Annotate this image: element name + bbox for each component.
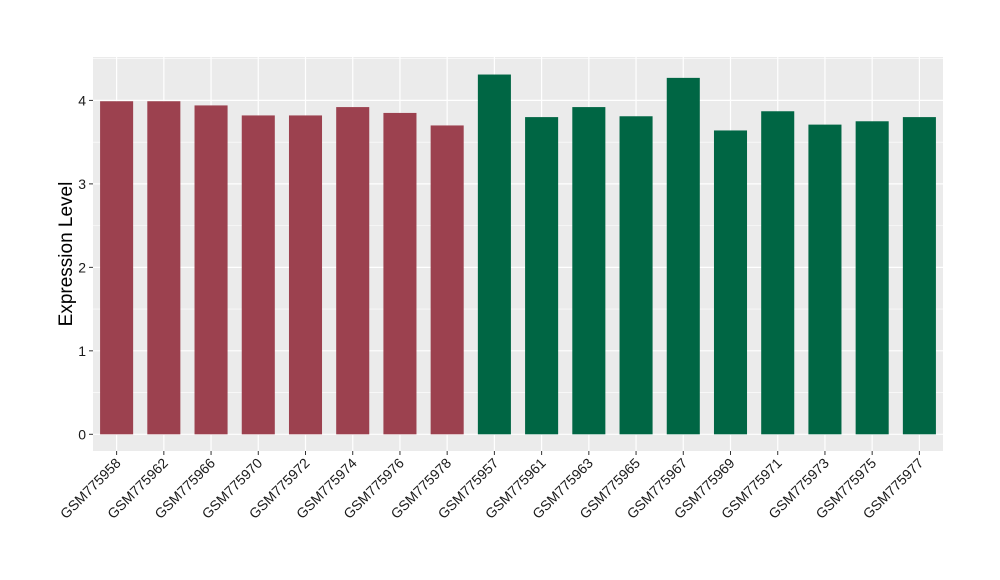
bar-GSM775958: [100, 101, 134, 435]
bar-GSM775974: [336, 107, 370, 435]
bar-GSM775976: [383, 112, 417, 435]
minor-gridlines: [93, 58, 943, 393]
y-tick-label: 3: [78, 176, 86, 192]
bar-GSM775957: [477, 74, 511, 435]
bar-GSM775973: [808, 124, 842, 435]
bar-GSM775970: [241, 115, 275, 435]
plot-panel: [93, 57, 943, 451]
bar-GSM775966: [194, 105, 228, 435]
bar-GSM775975: [855, 121, 889, 435]
bars: [100, 74, 936, 435]
bar-GSM775978: [430, 125, 464, 435]
y-tick-label: 4: [78, 92, 86, 108]
y-axis-title: Expression Level: [56, 182, 77, 327]
y-tick-label: 2: [78, 259, 86, 275]
bar-GSM775965: [619, 116, 653, 435]
bar-GSM775961: [525, 117, 559, 435]
bar-GSM775962: [147, 101, 181, 435]
y-axis: 0 1 2 3 4: [78, 92, 93, 442]
y-tick-label: 1: [78, 343, 86, 359]
bar-GSM775963: [572, 107, 606, 435]
bar-GSM775977: [902, 117, 936, 435]
bar-GSM775967: [666, 77, 700, 435]
bar-GSM775971: [761, 111, 795, 435]
x-axis: GSM775958GSM775962GSM775966GSM775970GSM7…: [57, 451, 927, 522]
bar-GSM775969: [713, 130, 748, 435]
bar-GSM775972: [288, 115, 323, 435]
y-tick-label: 0: [78, 426, 86, 442]
